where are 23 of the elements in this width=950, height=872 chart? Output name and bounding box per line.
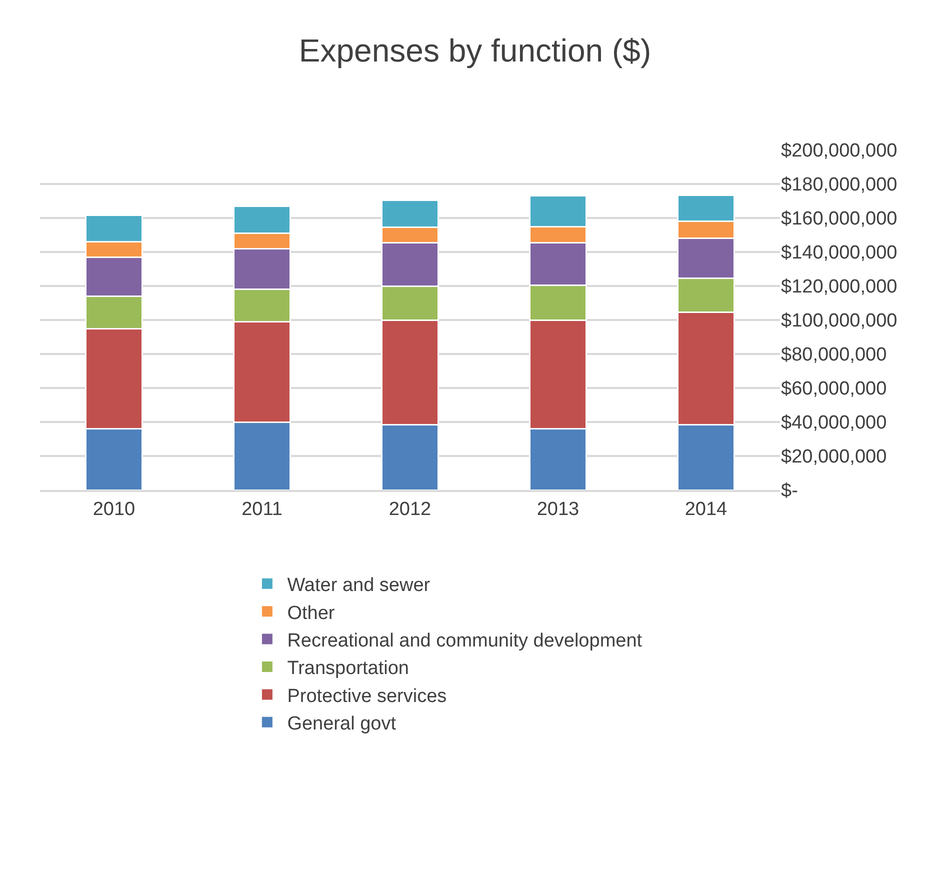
x-tick-label: 2013	[536, 498, 580, 520]
y-tick-label: $140,000,000	[781, 242, 898, 264]
y-tick-label: $60,000,000	[781, 378, 887, 400]
y-tick-label: $120,000,000	[781, 276, 898, 298]
legend-label: Recreational and community development	[287, 630, 643, 652]
y-tick-label: $100,000,000	[781, 310, 898, 332]
y-tick-label: $-	[781, 480, 798, 502]
x-tick-label: 2010	[92, 498, 136, 520]
x-tick-label: 2014	[684, 498, 728, 520]
y-tick-label: $160,000,000	[781, 208, 898, 230]
y-tick-label: $200,000,000	[781, 140, 898, 162]
legend-label: Other	[287, 602, 336, 624]
y-tick-label: $180,000,000	[781, 174, 898, 196]
legend-label: General govt	[287, 714, 397, 735]
y-tick-label: $40,000,000	[781, 412, 887, 434]
x-tick-label: 2012	[388, 498, 432, 520]
legend-label: Transportation	[287, 658, 410, 680]
legend-label: Water and sewer	[287, 575, 431, 596]
y-tick-label: $80,000,000	[781, 344, 887, 366]
legend-label: Protective services	[287, 686, 447, 707]
chart-title: Expenses by function ($)	[298, 32, 652, 69]
x-tick-label: 2011	[242, 498, 282, 520]
y-tick-label: $20,000,000	[781, 446, 887, 468]
